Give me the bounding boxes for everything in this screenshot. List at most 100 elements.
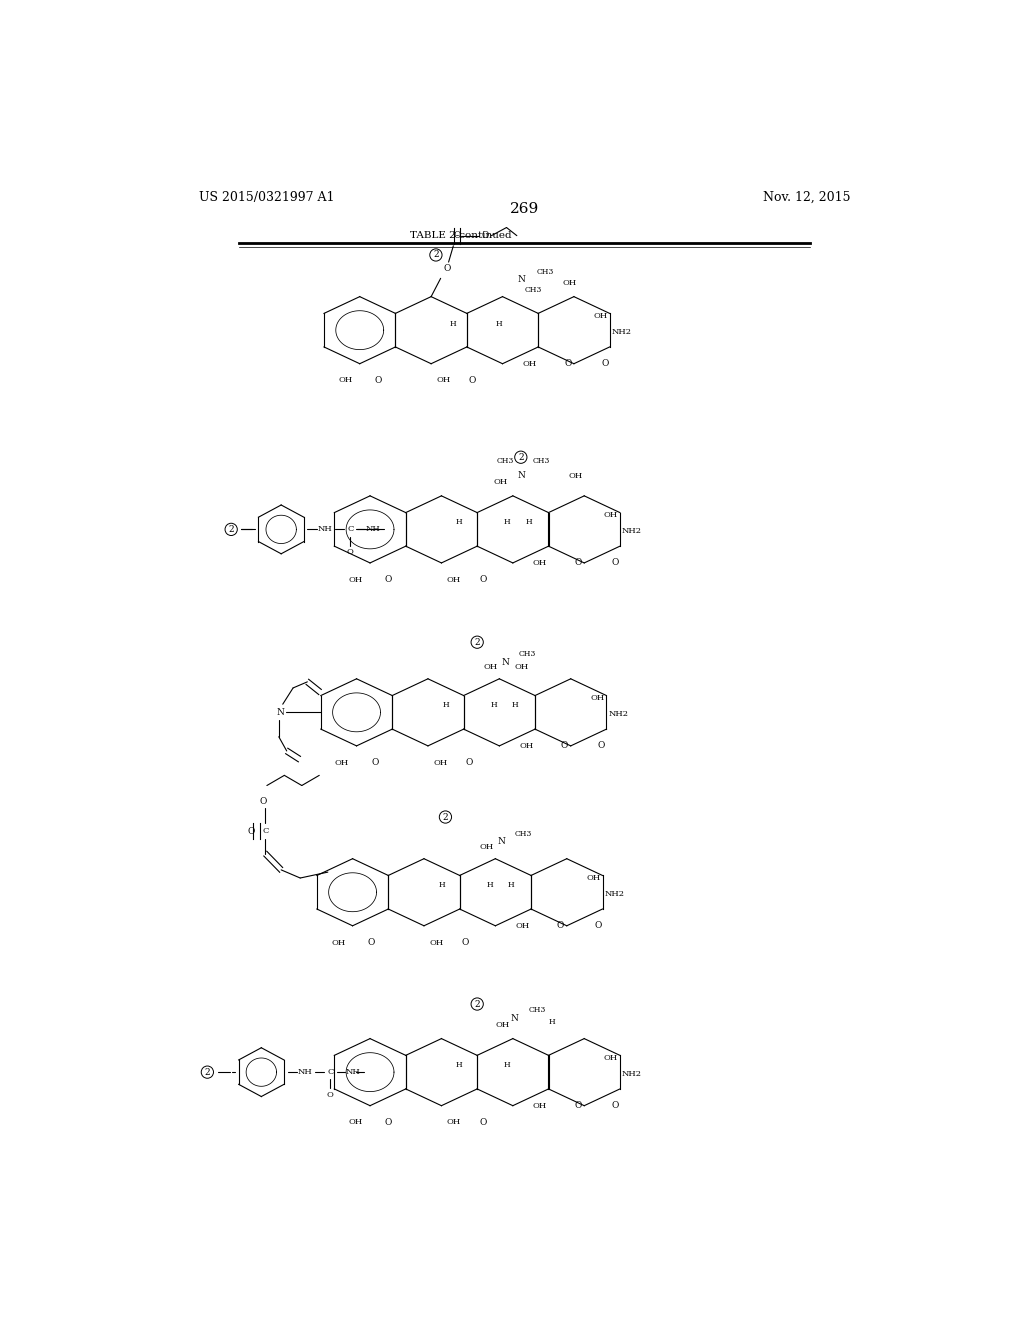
Text: OH: OH [532, 1102, 547, 1110]
Text: C: C [347, 525, 353, 533]
Text: H: H [456, 519, 463, 527]
Text: OH: OH [484, 663, 499, 671]
Text: OH: OH [480, 843, 495, 851]
Text: OH: OH [604, 511, 618, 519]
Text: O: O [561, 742, 568, 750]
Text: O: O [479, 1118, 486, 1127]
Text: H: H [442, 701, 450, 709]
Text: NH2: NH2 [608, 710, 628, 718]
Text: OH: OH [515, 921, 529, 929]
Text: OH: OH [604, 1053, 618, 1061]
Text: 2: 2 [228, 525, 233, 533]
Text: C: C [328, 1068, 334, 1076]
Text: O: O [347, 548, 353, 556]
Text: O: O [327, 1090, 334, 1098]
Text: NH: NH [366, 525, 381, 533]
Text: O: O [557, 921, 564, 931]
Text: 2: 2 [518, 453, 523, 462]
Text: H: H [496, 319, 502, 329]
Text: N: N [502, 657, 510, 667]
Text: H: H [450, 319, 456, 329]
Text: 2: 2 [433, 251, 438, 260]
Text: 2: 2 [205, 1068, 210, 1077]
Text: CH3: CH3 [519, 649, 537, 657]
Text: OH: OH [494, 478, 508, 487]
Text: H: H [504, 519, 510, 527]
Text: OH: OH [515, 663, 529, 671]
Text: N: N [517, 276, 525, 284]
Text: N: N [511, 1014, 519, 1023]
Text: CH3: CH3 [497, 458, 514, 466]
Text: N: N [517, 471, 525, 480]
Text: O: O [259, 797, 266, 807]
Text: NH: NH [346, 1068, 360, 1076]
Text: H: H [486, 882, 493, 890]
Text: O: O [462, 939, 469, 946]
Text: NH: NH [317, 525, 332, 533]
Text: OH: OH [338, 376, 352, 384]
Text: NH: NH [298, 1068, 312, 1076]
Text: O: O [443, 264, 451, 273]
Text: C: C [262, 828, 268, 836]
Text: O: O [574, 558, 582, 568]
Text: O: O [594, 921, 601, 931]
Text: O: O [611, 558, 618, 568]
Text: OH: OH [446, 1118, 461, 1126]
Text: O: O [385, 576, 392, 585]
Text: OH: OH [331, 939, 345, 946]
Text: OH: OH [348, 576, 362, 583]
Text: H: H [456, 1061, 463, 1069]
Text: H: H [438, 882, 445, 890]
Text: O: O [385, 1118, 392, 1127]
Text: NH2: NH2 [622, 528, 642, 536]
Text: O: O [368, 939, 375, 946]
Text: TABLE 2-continued: TABLE 2-continued [410, 231, 511, 240]
Text: OH: OH [348, 1118, 362, 1126]
Text: NH2: NH2 [622, 1071, 642, 1078]
Text: O: O [601, 359, 608, 368]
Text: O: O [611, 1101, 618, 1110]
Text: OH: OH [335, 759, 349, 767]
Text: OH: OH [587, 874, 601, 882]
Text: O: O [574, 1101, 582, 1110]
Text: OH: OH [569, 471, 583, 479]
Text: O: O [454, 231, 461, 240]
Text: O: O [469, 376, 476, 385]
Text: OH: OH [496, 1022, 510, 1030]
Text: O: O [564, 359, 571, 368]
Text: O: O [466, 758, 473, 767]
Text: N: N [498, 837, 506, 846]
Text: OH: OH [436, 376, 451, 384]
Text: O: O [248, 826, 255, 836]
Text: OH: OH [429, 939, 443, 946]
Text: H: H [512, 701, 518, 709]
Text: O: O [481, 231, 488, 240]
Text: US 2015/0321997 A1: US 2015/0321997 A1 [200, 190, 335, 203]
Text: O: O [479, 576, 486, 585]
Text: H: H [504, 1061, 510, 1069]
Text: 2: 2 [474, 638, 480, 647]
Text: H: H [525, 519, 531, 527]
Text: OH: OH [532, 558, 547, 566]
Text: N: N [276, 708, 285, 717]
Text: OH: OH [562, 280, 577, 288]
Text: OH: OH [594, 312, 608, 319]
Text: H: H [490, 701, 497, 709]
Text: OH: OH [519, 742, 534, 750]
Text: CH3: CH3 [537, 268, 554, 276]
Text: NH2: NH2 [604, 890, 625, 899]
Text: CH3: CH3 [524, 286, 542, 294]
Text: CH3: CH3 [515, 830, 532, 838]
Text: O: O [375, 376, 382, 385]
Text: OH: OH [522, 360, 537, 368]
Text: OH: OH [446, 576, 461, 583]
Text: OH: OH [591, 694, 605, 702]
Text: OH: OH [433, 759, 447, 767]
Text: 2: 2 [442, 813, 449, 821]
Text: CH3: CH3 [528, 1006, 546, 1014]
Text: 269: 269 [510, 202, 540, 216]
Text: H: H [549, 1018, 555, 1026]
Text: O: O [372, 758, 379, 767]
Text: H: H [508, 882, 514, 890]
Text: Nov. 12, 2015: Nov. 12, 2015 [763, 190, 850, 203]
